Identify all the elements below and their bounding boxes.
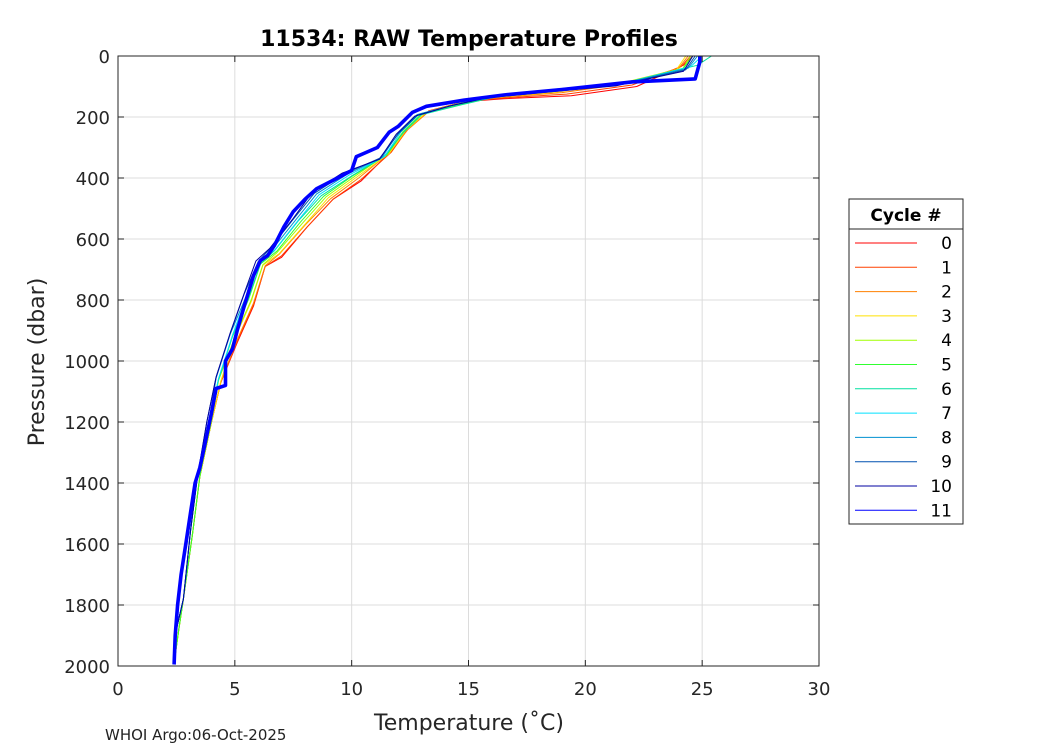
series-line-cycle-1 [173,55,691,664]
legend-label-cycle-9: 9 [941,453,952,473]
y-tick-label: 2000 [64,657,110,678]
legend-label-cycle-11: 11 [930,501,952,521]
legend: Cycle # 0 1 2 3 4 5 6 7 8 9 10 11 [848,198,964,525]
y-tick-label: 800 [76,291,110,312]
series-line-cycle-4 [173,55,691,664]
x-tick-label: 25 [691,679,714,700]
series-line-cycle-9 [173,55,696,664]
y-tick-label: 1200 [64,413,110,434]
y-tick-label: 0 [99,47,110,68]
series-line-cycle-2 [173,55,689,664]
y-tick-label: 1800 [64,596,110,617]
grid [118,56,819,666]
x-tick-label: 10 [340,679,363,700]
series-line-cycle-8 [173,55,698,664]
series-line-cycle-11 [172,56,702,665]
y-tick-label: 200 [76,108,110,129]
footer-stamp: WHOI Argo:06-Oct-2025 [105,726,287,744]
legend-label-cycle-2: 2 [941,283,952,303]
legend-label-cycle-4: 4 [941,331,952,351]
y-tick-label: 600 [76,230,110,251]
legend-items: 0 1 2 3 4 5 6 7 8 9 10 11 [855,234,952,521]
legend-box [848,198,964,525]
y-tick-label: 1000 [64,352,110,373]
axis-ticks: 0 5 10 15 20 25 30 0 200 400 600 800 1000 1200 1400 160… [64,47,830,700]
chart-title: 11534: RAW Temperature Profiles [260,27,678,52]
legend-label-cycle-7: 7 [941,404,952,424]
x-axis-label: Temperature (˚C) [373,711,564,736]
legend-label-cycle-0: 0 [941,234,952,254]
series-line-cycle-6 [173,55,712,664]
series-line-cycle-3 [173,55,687,664]
legend-label-cycle-5: 5 [941,356,952,376]
y-tick-label: 1400 [64,474,110,495]
series-line-cycle-7 [173,55,703,664]
x-tick-label: 20 [574,679,597,700]
series-line-cycle-0 [173,55,694,664]
x-tick-label: 0 [112,679,123,700]
y-tick-label: 1600 [64,535,110,556]
x-tick-label: 15 [457,679,480,700]
series-line-cycle-10 [173,55,694,664]
x-tick-label: 5 [229,679,240,700]
series-line-cycle-5 [173,55,694,664]
legend-label-cycle-1: 1 [941,258,952,278]
legend-title: Cycle # [870,206,941,226]
legend-label-cycle-10: 10 [930,477,952,497]
legend-label-cycle-6: 6 [941,380,952,400]
legend-label-cycle-3: 3 [941,307,952,327]
series-layer [172,55,712,665]
x-tick-label: 30 [808,679,831,700]
y-axis-label: Pressure (dbar) [25,278,50,447]
legend-label-cycle-8: 8 [941,428,952,448]
y-tick-label: 400 [76,169,110,190]
